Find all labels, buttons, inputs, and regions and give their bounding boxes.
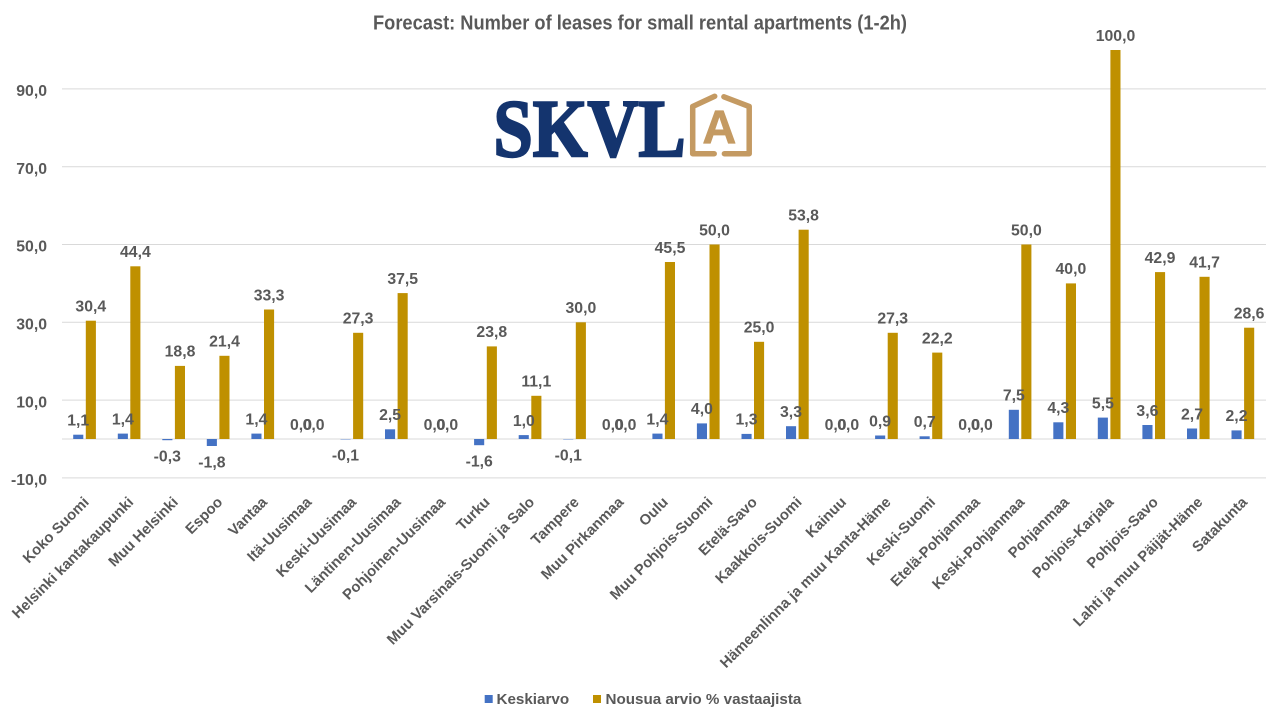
svg-text:0,9: 0,9	[869, 413, 891, 430]
svg-text:42,9: 42,9	[1145, 250, 1176, 267]
svg-text:100,0: 100,0	[1096, 28, 1136, 45]
svg-text:28,6: 28,6	[1234, 306, 1265, 323]
svg-text:-10,0: -10,0	[11, 472, 47, 489]
svg-text:0,7: 0,7	[914, 414, 936, 431]
svg-text:A: A	[702, 101, 736, 154]
svg-text:SKVL: SKVL	[494, 83, 686, 174]
svg-text:30,4: 30,4	[75, 299, 106, 316]
svg-text:0,0: 0,0	[303, 417, 325, 434]
svg-text:22,2: 22,2	[922, 330, 953, 347]
svg-text:1,4: 1,4	[245, 411, 267, 428]
svg-text:3,3: 3,3	[780, 404, 802, 421]
svg-text:-1,6: -1,6	[466, 454, 493, 471]
svg-text:Forecast: Number of leases for: Forecast: Number of leases for small ren…	[373, 12, 907, 35]
svg-text:1,4: 1,4	[112, 411, 134, 428]
svg-text:90,0: 90,0	[16, 83, 47, 100]
svg-text:0,0: 0,0	[614, 417, 636, 434]
svg-text:-0,3: -0,3	[154, 449, 181, 466]
svg-text:2,5: 2,5	[379, 407, 401, 424]
svg-text:4,0: 4,0	[691, 401, 713, 418]
svg-text:11,1: 11,1	[521, 374, 551, 391]
svg-text:4,3: 4,3	[1047, 400, 1069, 417]
svg-text:5,5: 5,5	[1092, 395, 1114, 412]
svg-text:50,0: 50,0	[699, 222, 730, 239]
svg-text:18,8: 18,8	[165, 344, 196, 361]
svg-text:1,4: 1,4	[646, 411, 668, 428]
svg-text:45,5: 45,5	[655, 240, 686, 257]
svg-text:2,2: 2,2	[1226, 408, 1248, 425]
svg-text:25,0: 25,0	[744, 320, 775, 337]
svg-text:21,4: 21,4	[209, 334, 240, 351]
svg-text:33,3: 33,3	[254, 287, 285, 304]
svg-text:70,0: 70,0	[16, 161, 47, 178]
svg-text:-1,8: -1,8	[198, 454, 225, 471]
svg-text:23,8: 23,8	[476, 324, 507, 341]
svg-text:27,3: 27,3	[877, 311, 908, 328]
svg-text:41,7: 41,7	[1189, 255, 1220, 272]
svg-text:10,0: 10,0	[16, 394, 47, 411]
svg-text:0,0: 0,0	[971, 417, 993, 434]
svg-text:40,0: 40,0	[1056, 261, 1087, 278]
svg-text:50,0: 50,0	[16, 239, 47, 256]
svg-text:1,1: 1,1	[67, 413, 89, 430]
svg-text:Nousua arvio % vastaajista: Nousua arvio % vastaajista	[606, 691, 802, 708]
svg-text:2,7: 2,7	[1181, 406, 1203, 423]
svg-text:30,0: 30,0	[566, 300, 597, 317]
svg-text:0,0: 0,0	[436, 417, 458, 434]
svg-text:1,3: 1,3	[736, 412, 758, 429]
svg-text:3,6: 3,6	[1136, 403, 1158, 420]
svg-text:50,0: 50,0	[1011, 222, 1042, 239]
svg-text:0,0: 0,0	[837, 417, 859, 434]
svg-text:37,5: 37,5	[387, 271, 418, 288]
svg-text:-0,1: -0,1	[555, 448, 582, 465]
svg-text:7,5: 7,5	[1003, 388, 1025, 405]
svg-text:30,0: 30,0	[16, 317, 47, 334]
svg-text:1,0: 1,0	[513, 413, 535, 430]
svg-text:-0,1: -0,1	[332, 448, 359, 465]
svg-text:53,8: 53,8	[788, 208, 819, 225]
svg-text:Keskiarvo: Keskiarvo	[497, 691, 570, 708]
svg-text:44,4: 44,4	[120, 244, 151, 261]
svg-text:27,3: 27,3	[343, 311, 374, 328]
